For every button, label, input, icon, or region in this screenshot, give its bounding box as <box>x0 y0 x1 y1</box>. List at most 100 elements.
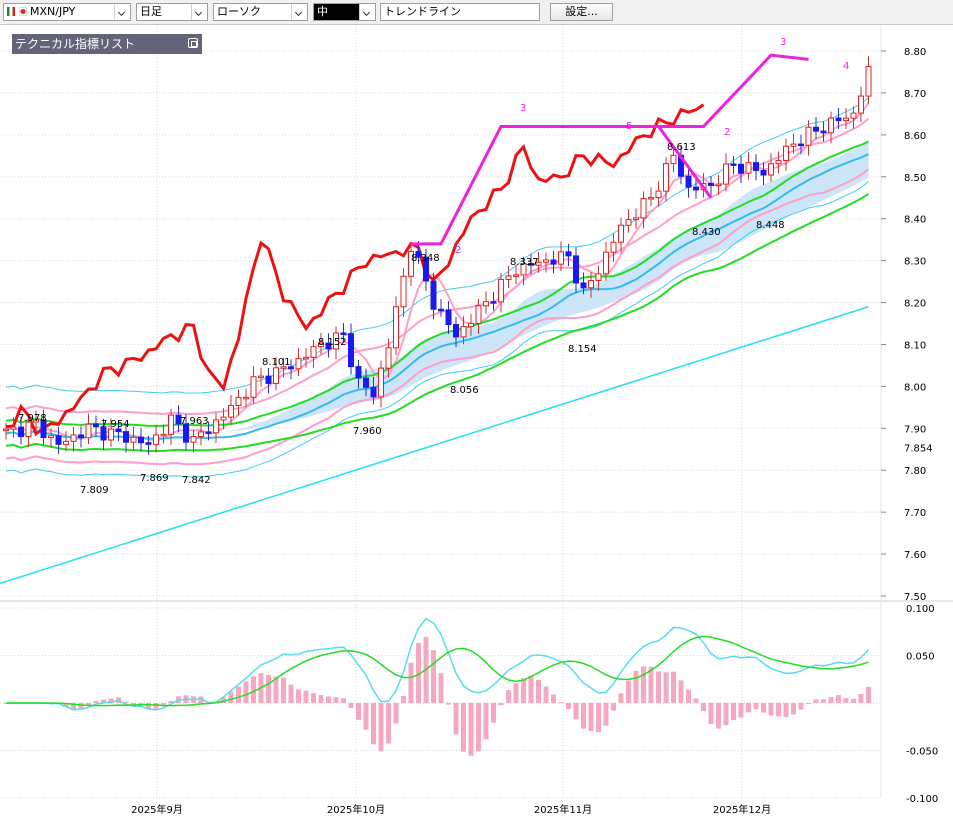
candle-body <box>393 306 399 349</box>
candle <box>130 426 137 450</box>
chevron-down-icon[interactable] <box>359 4 375 20</box>
chart-type-select[interactable]: ローソク <box>213 3 308 21</box>
line-style-label: 中 <box>317 5 328 18</box>
candle <box>805 120 812 156</box>
histogram-bar <box>333 697 339 703</box>
price-axis-label: 8.00 <box>904 382 926 393</box>
candle-body <box>610 241 617 253</box>
candle <box>655 181 662 207</box>
draw-tool-field[interactable]: トレンドライン <box>380 3 540 21</box>
histogram-bar <box>806 703 811 704</box>
technical-indicator-list-panel[interactable]: テクニカル指標リスト <box>12 34 202 54</box>
candle-body <box>798 143 804 147</box>
histogram-bar <box>506 690 511 703</box>
candle <box>535 251 542 273</box>
candle <box>723 153 729 192</box>
histogram-bar <box>798 703 804 710</box>
candle <box>438 298 444 317</box>
price-labels: 7.978 7.809 7.954 7.869 7.963 7.842 8.101 8.152… <box>18 37 849 496</box>
candle <box>378 360 384 408</box>
candle <box>363 368 369 397</box>
settings-button[interactable]: 設定... <box>550 3 613 21</box>
histogram-bar <box>596 703 601 733</box>
candle <box>48 428 54 448</box>
osc-axis-label: 0.050 <box>906 652 935 663</box>
candle-body <box>318 342 324 348</box>
histogram-bar <box>296 689 301 703</box>
period-select[interactable]: 日足 <box>136 3 208 21</box>
currency-pair-select[interactable]: MXN/JPY <box>3 3 131 21</box>
currency-pair-label: MXN/JPY <box>30 5 76 18</box>
lagging-span-line <box>5 103 705 437</box>
candle <box>775 151 782 174</box>
candle <box>288 359 294 380</box>
candle <box>768 153 774 182</box>
candle-body <box>535 261 542 266</box>
price-chart[interactable]: 7.978 7.809 7.954 7.869 7.963 7.842 8.101 8.152… <box>0 25 953 821</box>
histogram-bar <box>161 703 166 707</box>
chevron-down-icon[interactable] <box>291 4 307 20</box>
candle <box>228 395 234 425</box>
histogram-bar <box>783 703 789 718</box>
histogram-bar <box>723 703 729 726</box>
candles <box>3 56 872 455</box>
price-mark-label: 8.101 <box>262 357 291 368</box>
candle-body <box>258 375 264 379</box>
candle <box>138 427 144 452</box>
line-style-select[interactable]: 中 <box>313 3 376 21</box>
candle <box>400 268 407 317</box>
candle-body <box>385 347 392 369</box>
candle-body <box>198 431 204 437</box>
candle-body <box>715 183 722 187</box>
price-mark-label: 8.154 <box>568 344 597 355</box>
candle-body <box>250 376 257 398</box>
candle-body <box>55 435 62 445</box>
candle <box>708 176 714 196</box>
candle <box>460 316 467 345</box>
candle <box>250 366 257 404</box>
candle-body <box>730 163 737 166</box>
candle <box>730 156 737 175</box>
candle-body <box>63 440 69 445</box>
candle-body <box>363 377 369 388</box>
candle-body <box>625 219 632 226</box>
candle-body <box>220 416 227 421</box>
settings-button-label: 設定... <box>565 5 598 18</box>
candle <box>78 426 84 448</box>
candle-body <box>25 421 32 438</box>
candle <box>85 413 92 444</box>
chevron-down-icon[interactable] <box>191 4 207 20</box>
price-axis-label: 8.60 <box>904 131 926 142</box>
histogram-bar <box>168 700 174 703</box>
price-mark-label: 8.152 <box>318 337 347 348</box>
candle-body <box>265 375 272 384</box>
price-axis-label: 7.60 <box>904 550 926 561</box>
candle <box>175 405 182 433</box>
candle-body <box>310 346 317 358</box>
histogram-bar <box>603 703 609 726</box>
wave-count-label: 3 <box>520 103 526 114</box>
restore-icon[interactable] <box>188 38 198 48</box>
histogram-bar <box>416 642 421 703</box>
candle <box>550 250 557 274</box>
candle-body <box>85 423 92 439</box>
histogram-bar <box>71 703 76 711</box>
candle-body <box>280 366 287 369</box>
candle-body <box>813 126 819 132</box>
candle <box>318 332 324 355</box>
candle-body <box>10 426 17 430</box>
candle <box>813 117 819 139</box>
histogram-bar <box>693 698 699 703</box>
price-axis-label: 7.80 <box>904 466 926 477</box>
candle-body <box>190 435 197 443</box>
histogram-bar <box>438 673 444 703</box>
candle <box>303 347 309 368</box>
candle-body <box>843 117 849 122</box>
candle-body <box>348 333 354 368</box>
chevron-down-icon[interactable] <box>114 4 130 20</box>
chart-area[interactable]: 7.978 7.809 7.954 7.869 7.963 7.842 8.101 8.152… <box>0 25 953 821</box>
mid-ma-line <box>5 153 869 440</box>
candle-body <box>273 367 279 384</box>
wave-count-label: 4 <box>843 61 849 72</box>
candle-body <box>775 159 782 165</box>
